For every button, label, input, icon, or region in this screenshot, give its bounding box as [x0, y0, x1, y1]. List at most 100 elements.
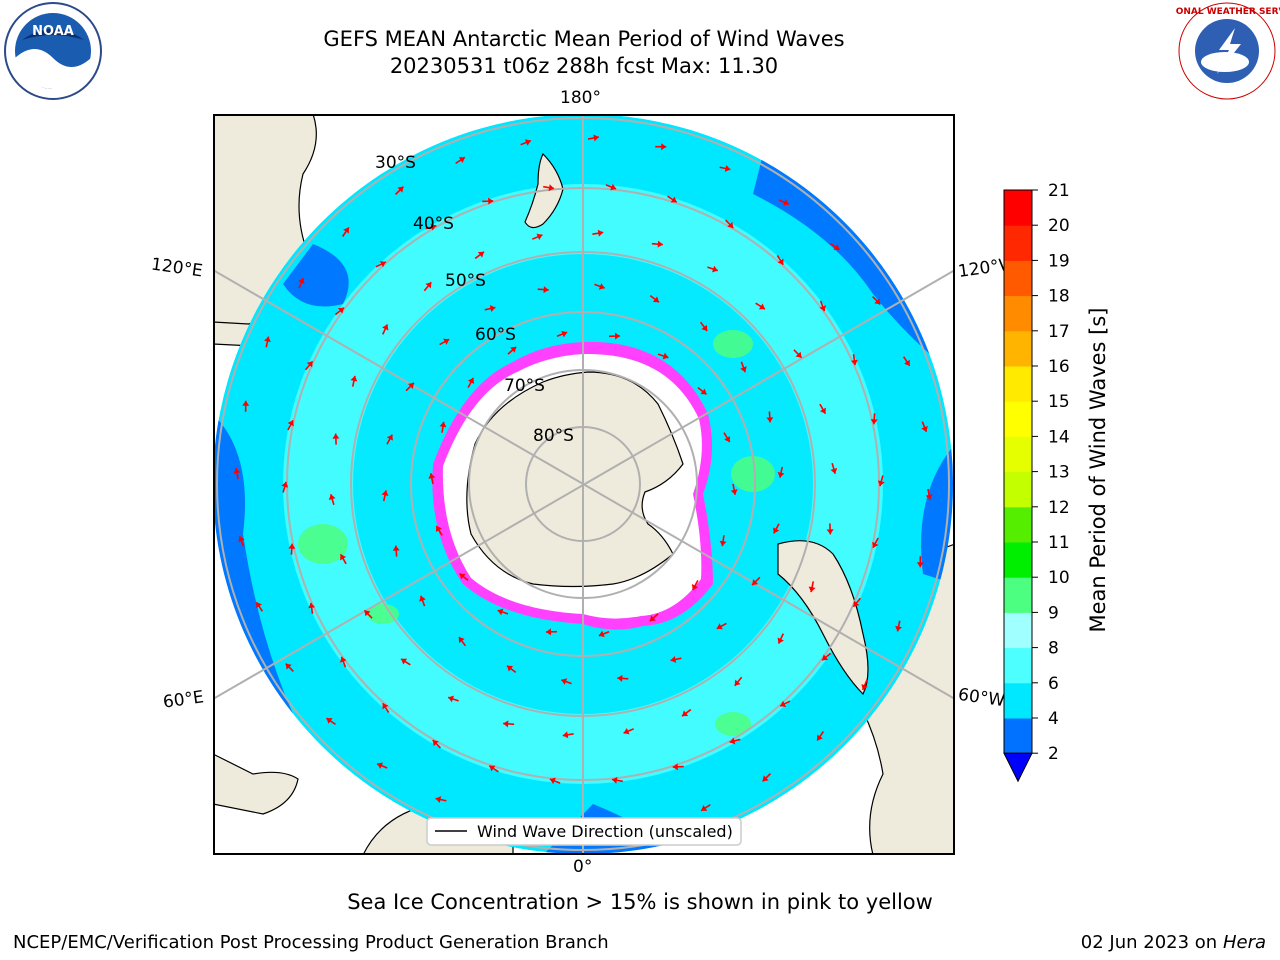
- colorbar-tick-label: 6: [1048, 674, 1059, 694]
- wind-arrow-head: [819, 407, 826, 414]
- wind-arrow-head: [448, 695, 455, 703]
- wind-arrow-head: [773, 527, 780, 534]
- wind-arrow-head: [777, 637, 784, 644]
- wind-arrow-head: [730, 489, 738, 495]
- wind-arrow-head: [285, 663, 292, 670]
- lat-label-80s: 80°S: [533, 426, 574, 446]
- wind-arrow-head: [458, 636, 465, 644]
- wind-arrow-head: [611, 776, 618, 784]
- lat-label-50s: 50°S: [445, 271, 486, 291]
- footer-credit: NCEP/EMC/Verification Post Processing Pr…: [13, 932, 609, 953]
- wind-arrow-head: [287, 420, 294, 427]
- wind-arrow-head: [652, 296, 660, 303]
- map-frame: [213, 114, 955, 855]
- wind-arrow-head: [524, 139, 531, 146]
- wind-arrow-head: [598, 283, 605, 290]
- wind-arrow-head: [711, 265, 718, 273]
- wind-arrow-head: [833, 244, 840, 250]
- wind-arrow-head: [649, 615, 656, 622]
- wind-arrow-head: [242, 400, 250, 406]
- wind-arrow-head: [256, 602, 263, 609]
- wind-arrow-head: [435, 796, 442, 803]
- wind-arrow-head: [593, 134, 599, 142]
- wind-arrow-head: [503, 720, 509, 728]
- wind-arrow-head: [830, 467, 838, 474]
- wind-arrow-head: [870, 419, 878, 425]
- colorbar-tick-label: 15: [1048, 392, 1070, 412]
- wind-arrow-head: [549, 777, 556, 785]
- lon-label-120e: 120°E: [149, 254, 204, 282]
- colorbar-segment: [1004, 542, 1032, 578]
- wind-legend: Wind Wave Direction (unscaled): [426, 817, 742, 846]
- wind-arrow-head: [488, 197, 494, 205]
- wind-arrow-head: [766, 417, 774, 423]
- wind-arrow-head: [614, 332, 621, 340]
- wind-arrow-head: [497, 608, 504, 616]
- wind-arrow-head: [762, 775, 769, 782]
- wind-arrow-head: [264, 336, 271, 343]
- wind-arrow-head: [795, 351, 802, 358]
- wind-arrow-head: [903, 359, 910, 366]
- chart-title: GEFS MEAN Antarctic Mean Period of Wind …: [323, 27, 845, 51]
- colorbar-segment: [1004, 330, 1032, 367]
- wind-arrow-head: [740, 366, 747, 373]
- lon-label-top: 180°: [560, 88, 601, 108]
- wind-arrow-head: [233, 468, 241, 474]
- wind-arrow-head: [340, 656, 347, 663]
- colorbar-tick-label: 14: [1048, 427, 1070, 447]
- wind-arrow-head: [850, 359, 858, 366]
- colorbar-tick-label: 16: [1048, 357, 1070, 377]
- colorbar-segment: [1004, 647, 1032, 684]
- colorbar-title: Mean Period of Wind Waves [s]: [1086, 307, 1110, 633]
- wind-arrow-head: [432, 740, 439, 747]
- wind-arrow-head: [397, 186, 404, 193]
- wind-arrow-head: [340, 554, 347, 561]
- colorbar-tick-label: 19: [1048, 251, 1070, 271]
- wind-arrow-head: [536, 233, 543, 241]
- colorbar-segment: [1004, 471, 1032, 508]
- colorbar-segment: [1004, 401, 1032, 437]
- wind-arrow-head: [506, 665, 514, 672]
- wind-arrow-head: [407, 382, 414, 389]
- wind-arrow-head: [782, 199, 789, 206]
- colorbar-segment: [1004, 718, 1032, 754]
- wind-arrow-head: [682, 710, 689, 717]
- nws-logo: NATIONAL WEATHER SERVICE: [1175, 2, 1280, 100]
- colorbar-segment: [1004, 436, 1032, 473]
- wind-arrow-head: [298, 278, 305, 285]
- wind-arrow-head: [670, 656, 677, 663]
- chart-subtitle: 20230531 t06z 288h fcst Max: 11.30: [389, 54, 779, 78]
- footer-date-text: 02 Jun 2023 on: [1080, 932, 1218, 953]
- colorbar-segment: [1004, 366, 1032, 402]
- colorbar-tick-label: 12: [1048, 498, 1070, 518]
- wind-arrow-head: [925, 494, 933, 500]
- colorbar-segment: [1004, 682, 1032, 719]
- wind-arrow-head: [443, 338, 450, 345]
- wind-arrow-head: [561, 330, 568, 338]
- wind-arrow-head: [561, 678, 568, 685]
- wind-arrow-head: [510, 346, 517, 353]
- wind-arrow-head: [716, 623, 723, 630]
- graticule: [213, 114, 955, 855]
- wind-arrow-head: [326, 718, 333, 724]
- wind-arrow-head: [430, 223, 437, 231]
- wind-arrow-head: [328, 494, 336, 501]
- colorbar-segment: [1004, 612, 1032, 649]
- wind-arrow-head: [459, 573, 466, 580]
- wind-arrow-head: [419, 595, 426, 602]
- colorbar-segment: [1004, 190, 1032, 226]
- colorbar-tick-label: 13: [1048, 463, 1070, 483]
- wind-arrow-head: [281, 481, 289, 488]
- wind-arrow-head: [238, 536, 245, 543]
- wind-arrow-head: [727, 221, 734, 228]
- wind-arrow-head: [439, 421, 447, 428]
- wind-arrow-head: [379, 261, 386, 268]
- colorbar-under-arrow: [1003, 752, 1033, 783]
- colorbar-segment: [1004, 225, 1032, 261]
- wind-arrow-head: [401, 658, 408, 665]
- lon-label-bottom: 0°: [573, 857, 593, 877]
- wind-arrow-head: [701, 324, 708, 332]
- wind-arrow-head: [700, 388, 707, 395]
- wind-arrow-head: [288, 543, 296, 549]
- wind-arrow-head: [895, 625, 902, 632]
